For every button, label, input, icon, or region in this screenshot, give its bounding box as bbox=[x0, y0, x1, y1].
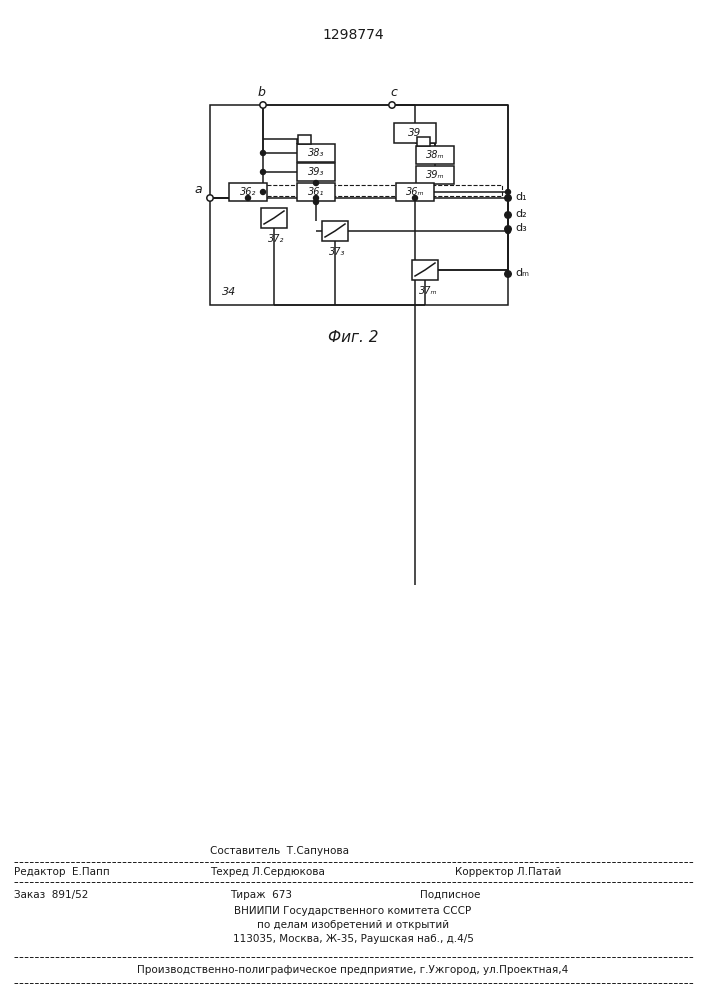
Circle shape bbox=[260, 190, 266, 194]
Text: 39₃: 39₃ bbox=[308, 167, 325, 177]
Text: 36ₘ: 36ₘ bbox=[406, 187, 424, 197]
Circle shape bbox=[260, 150, 266, 155]
Circle shape bbox=[259, 102, 267, 108]
Bar bbox=[297, 144, 335, 162]
Circle shape bbox=[505, 195, 511, 201]
Text: a: a bbox=[194, 183, 202, 196]
Text: Фиг. 2: Фиг. 2 bbox=[328, 330, 378, 346]
Text: Редактор  Е.Папп: Редактор Е.Папп bbox=[14, 867, 110, 877]
Circle shape bbox=[313, 196, 318, 200]
Text: dₘ: dₘ bbox=[515, 268, 529, 278]
Text: Составитель  Т.Сапунова: Составитель Т.Сапунова bbox=[210, 846, 349, 856]
Circle shape bbox=[505, 226, 511, 232]
Bar bbox=[298, 134, 310, 143]
Text: 34: 34 bbox=[222, 287, 236, 297]
Bar bbox=[297, 183, 335, 201]
Circle shape bbox=[506, 196, 510, 200]
Text: d₂: d₂ bbox=[515, 209, 527, 219]
Bar bbox=[416, 166, 454, 184]
Circle shape bbox=[505, 271, 511, 277]
Bar bbox=[261, 185, 502, 196]
Text: Производственно-полиграфическое предприятие, г.Ужгород, ул.Проектная,4: Производственно-полиграфическое предприя… bbox=[137, 965, 568, 975]
Circle shape bbox=[506, 271, 510, 276]
Circle shape bbox=[412, 196, 418, 200]
Circle shape bbox=[207, 195, 214, 201]
Circle shape bbox=[260, 169, 266, 174]
Text: b: b bbox=[257, 86, 265, 99]
Text: 38ₘ: 38ₘ bbox=[426, 150, 444, 160]
Circle shape bbox=[245, 196, 250, 200]
Circle shape bbox=[506, 190, 510, 194]
Bar bbox=[396, 183, 434, 201]
Text: 39ₘ: 39ₘ bbox=[426, 170, 444, 180]
Bar bbox=[394, 123, 436, 143]
Bar bbox=[229, 183, 267, 201]
Bar bbox=[210, 105, 508, 305]
Text: d₃: d₃ bbox=[515, 223, 527, 233]
Circle shape bbox=[313, 200, 318, 205]
Text: 113035, Москва, Ж-35, Раушская наб., д.4/5: 113035, Москва, Ж-35, Раушская наб., д.4… bbox=[233, 934, 474, 944]
Text: по делам изобретений и открытий: по делам изобретений и открытий bbox=[257, 920, 449, 930]
Circle shape bbox=[506, 229, 510, 233]
Bar bbox=[416, 146, 454, 164]
Text: c: c bbox=[390, 86, 397, 99]
Bar bbox=[261, 208, 287, 228]
Text: ВНИИПИ Государственного комитета СССР: ВНИИПИ Государственного комитета СССР bbox=[235, 906, 472, 916]
Text: d₁: d₁ bbox=[515, 192, 527, 202]
Text: Корректор Л.Патай: Корректор Л.Патай bbox=[455, 867, 561, 877]
Text: 38₃: 38₃ bbox=[308, 148, 325, 158]
Circle shape bbox=[505, 212, 511, 218]
Circle shape bbox=[506, 213, 510, 218]
Bar bbox=[416, 136, 429, 145]
Text: 1298774: 1298774 bbox=[322, 28, 384, 42]
Text: 36₁: 36₁ bbox=[308, 187, 325, 197]
Circle shape bbox=[506, 227, 510, 232]
Text: 37ₘ: 37ₘ bbox=[419, 286, 437, 296]
Bar bbox=[322, 221, 348, 241]
Circle shape bbox=[313, 180, 318, 186]
Text: Техред Л.Сердюкова: Техред Л.Сердюкова bbox=[210, 867, 325, 877]
Text: Тираж  673: Тираж 673 bbox=[230, 890, 292, 900]
Text: 37₂: 37₂ bbox=[267, 234, 284, 244]
Text: 39: 39 bbox=[409, 128, 421, 138]
Text: Заказ  891/52: Заказ 891/52 bbox=[14, 890, 88, 900]
Bar bbox=[412, 260, 438, 280]
Text: Подписное: Подписное bbox=[420, 890, 480, 900]
Bar bbox=[297, 163, 335, 181]
Circle shape bbox=[389, 102, 395, 108]
Text: 37₃: 37₃ bbox=[329, 247, 345, 257]
Text: 36₂: 36₂ bbox=[240, 187, 256, 197]
